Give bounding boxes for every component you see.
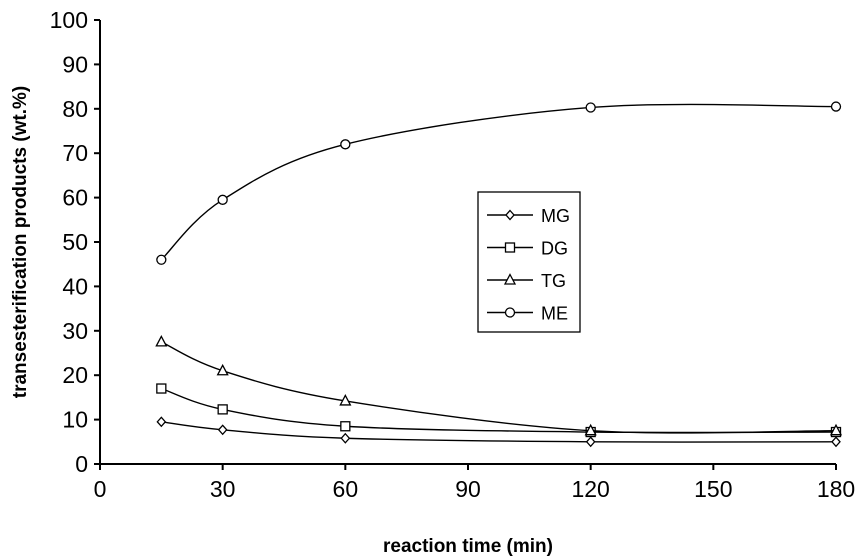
data-point-me	[156, 254, 167, 265]
series-dg	[156, 383, 842, 438]
x-tick-label: 30	[210, 476, 236, 502]
y-tick-label: 90	[62, 51, 88, 77]
legend: MG DG TG ME	[477, 191, 581, 333]
legend-label: DG	[541, 239, 568, 259]
y-tick-label: 50	[62, 229, 88, 255]
y-tick-label: 100	[50, 7, 88, 33]
legend-item-tg: TG	[487, 271, 566, 291]
y-axis-title: transesterification products (wt.%)	[10, 86, 31, 399]
legend-label: MG	[541, 206, 570, 226]
x-tick-label: 60	[333, 476, 359, 502]
x-tick-label: 150	[694, 476, 732, 502]
series-line-tg	[161, 341, 837, 434]
data-point-dg	[217, 404, 228, 415]
legend-marker-dg	[504, 242, 516, 253]
y-tick-label: 80	[62, 96, 88, 122]
data-point-dg	[340, 421, 351, 432]
y-tick-label: 10	[62, 407, 88, 433]
x-tick-label: 90	[455, 476, 481, 502]
legend-marker-tg	[503, 273, 517, 285]
data-point-mg	[217, 424, 228, 436]
data-point-me	[217, 194, 228, 205]
series-mg	[156, 416, 841, 448]
series-me	[156, 101, 842, 265]
x-tick-label: 0	[94, 476, 107, 502]
series-tg	[155, 335, 843, 436]
data-point-mg	[340, 432, 351, 444]
y-tick-label: 20	[62, 362, 88, 388]
data-point-me	[830, 101, 842, 112]
x-axis-title: reaction time (min)	[383, 536, 553, 557]
legend-marker-me	[504, 307, 516, 318]
legend-item-dg: DG	[487, 239, 568, 259]
data-point-me	[585, 102, 596, 113]
y-tick-label: 0	[75, 451, 88, 477]
data-point-mg	[156, 416, 167, 428]
series-layer	[155, 101, 843, 448]
data-point-tg	[829, 423, 843, 436]
data-point-tg	[584, 423, 597, 436]
data-point-mg	[585, 436, 596, 448]
legend-marker-mg	[505, 209, 515, 221]
legend-item-mg: MG	[487, 206, 570, 226]
data-point-tg	[339, 394, 352, 406]
y-tick-label: 60	[62, 185, 88, 211]
series-line-me	[160, 103, 837, 261]
data-point-dg	[156, 383, 167, 394]
data-point-me	[340, 139, 351, 150]
data-point-mg	[831, 436, 841, 448]
y-tick-label: 40	[62, 273, 88, 299]
data-point-tg	[216, 363, 229, 376]
legend-item-me: ME	[487, 304, 568, 324]
y-tick-label: 30	[62, 318, 88, 344]
series-line-dg	[161, 387, 837, 434]
legend-label: ME	[541, 304, 568, 324]
data-point-tg	[155, 335, 168, 347]
axes: 0 10 20 30 40 50 60 70 80 90 100 0 30 60 90 120 150 180	[50, 7, 856, 502]
x-tick-label: 120	[571, 476, 609, 502]
x-tick-label: 180	[817, 476, 855, 502]
legend-label: TG	[541, 271, 566, 291]
y-tick-label: 70	[62, 140, 88, 166]
